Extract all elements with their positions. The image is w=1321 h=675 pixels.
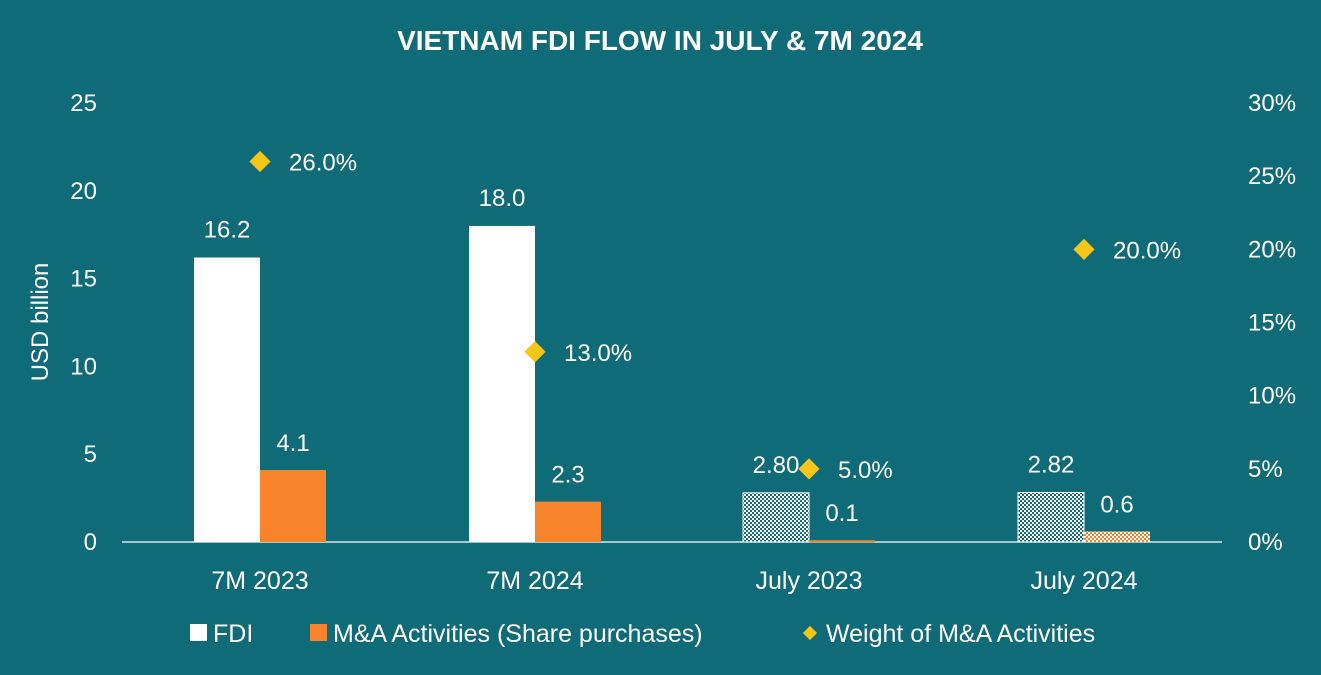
category-label-0: 7M 2023 — [211, 567, 308, 595]
category-labels: 7M 2023 7M 2024 July 2023 July 2024 — [211, 567, 1137, 595]
label-fdi-3: 2.82 — [1028, 451, 1075, 478]
bars-group: 16.2 4.1 18.0 2.3 2.80 0.1 2.82 0.6 — [194, 185, 1150, 543]
markers-group: 26.0% 13.0% 5.0% 20.0% — [249, 150, 1181, 484]
y-axis-title: USD billion — [27, 263, 54, 382]
y-tick-left-1: 5 — [84, 441, 97, 468]
y-tick-left-3: 15 — [70, 266, 97, 293]
label-ma-3: 0.6 — [1100, 491, 1133, 518]
y-tick-left-2: 10 — [70, 353, 97, 380]
label-ma-1: 2.3 — [551, 462, 584, 489]
bar-ma-0 — [260, 470, 326, 542]
marker-weight-0 — [249, 150, 271, 173]
y-tick-right-4: 20% — [1248, 236, 1296, 263]
label-ma-2: 0.1 — [825, 500, 858, 527]
label-fdi-1: 18.0 — [479, 185, 526, 212]
label-fdi-0: 16.2 — [204, 217, 251, 244]
category-label-1: 7M 2024 — [486, 567, 583, 595]
bar-ma-2 — [809, 540, 875, 543]
label-weight-0: 26.0% — [289, 150, 357, 177]
legend-label-ma: M&A Activities (Share purchases) — [333, 620, 703, 648]
y-tick-right-3: 15% — [1248, 310, 1296, 337]
y-tick-right-1: 5% — [1248, 456, 1283, 483]
label-ma-0: 4.1 — [276, 430, 309, 457]
category-label-2: July 2023 — [755, 567, 862, 595]
legend-swatch-weight — [802, 625, 818, 641]
category-label-3: July 2024 — [1030, 567, 1137, 595]
bar-fdi-3 — [1017, 491, 1085, 543]
y-tick-right-6: 30% — [1248, 90, 1296, 117]
legend-swatch-fdi — [190, 624, 207, 641]
label-weight-2: 5.0% — [838, 457, 893, 484]
legend-label-fdi: FDI — [213, 620, 253, 648]
label-weight-3: 20.0% — [1113, 237, 1181, 264]
bar-fdi-1 — [469, 225, 535, 543]
marker-weight-2 — [798, 458, 820, 480]
label-fdi-2: 2.80 — [753, 452, 800, 479]
y-tick-left-0: 0 — [84, 529, 97, 556]
bar-ma-3 — [1084, 531, 1150, 542]
y-axis-left-ticks: 0 5 10 15 20 25 — [70, 90, 97, 556]
legend-swatch-ma — [310, 624, 327, 641]
label-weight-1: 13.0% — [564, 340, 632, 367]
bar-fdi-2 — [742, 492, 810, 543]
y-axis-right-ticks: 0% 5% 10% 15% 20% 25% 30% — [1248, 90, 1296, 556]
y-tick-right-0: 0% — [1248, 529, 1283, 556]
bar-fdi-0 — [194, 257, 260, 542]
marker-weight-3 — [1073, 238, 1095, 260]
chart-title: VIETNAM FDI FLOW IN JULY & 7M 2024 — [397, 25, 923, 56]
y-tick-left-4: 20 — [70, 178, 97, 205]
legend: FDI M&A Activities (Share purchases) Wei… — [190, 620, 1095, 648]
y-tick-right-2: 10% — [1248, 383, 1296, 410]
y-tick-right-5: 25% — [1248, 163, 1296, 190]
legend-label-weight: Weight of M&A Activities — [826, 620, 1095, 648]
bar-ma-1 — [535, 501, 601, 542]
y-tick-left-5: 25 — [70, 90, 97, 117]
marker-weight-1 — [524, 341, 546, 363]
